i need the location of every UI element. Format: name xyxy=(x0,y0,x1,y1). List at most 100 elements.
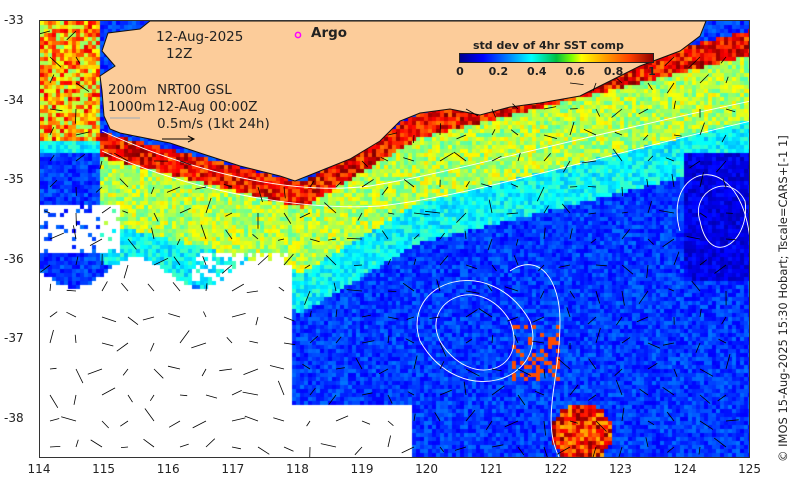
current-vector-arrow xyxy=(725,419,739,422)
contour-1000-label: 1000m xyxy=(108,99,156,115)
time-label: 12Z xyxy=(166,46,193,62)
current-vector-arrow xyxy=(543,153,552,162)
current-vector-arrow xyxy=(49,56,62,68)
current-vector-arrow xyxy=(725,76,729,84)
current-vector-arrow xyxy=(205,438,216,448)
current-vector-arrow xyxy=(223,184,233,188)
current-vector-arrow xyxy=(595,327,601,344)
current-vector-arrow xyxy=(75,256,79,266)
current-vector-arrow xyxy=(618,446,623,457)
current-vector-arrow xyxy=(354,446,363,456)
current-vector-arrow xyxy=(283,342,296,346)
current-vector-arrow xyxy=(543,227,546,240)
current-time-label: 12-Aug 00:00Z xyxy=(157,99,258,115)
current-vector-arrow xyxy=(558,264,571,268)
current-vector-arrow xyxy=(465,339,472,344)
current-vector-arrow xyxy=(725,353,731,370)
current-vector-arrow xyxy=(255,316,259,326)
current-vector-arrow xyxy=(309,335,319,344)
current-vector-arrow xyxy=(75,153,86,162)
current-vector-arrow xyxy=(673,368,678,377)
current-vector-arrow xyxy=(150,186,155,195)
current-vector-arrow xyxy=(487,238,493,251)
current-vector-arrow xyxy=(532,340,545,344)
current-vector-arrow xyxy=(49,283,52,292)
current-vector-arrow xyxy=(645,437,649,448)
current-vector-arrow xyxy=(361,314,371,318)
current-vector-arrow xyxy=(491,108,496,118)
current-vector-arrow xyxy=(49,311,58,318)
current-vector-arrow xyxy=(638,290,649,305)
current-vector-arrow xyxy=(465,108,479,117)
current-vector-arrow xyxy=(413,413,416,422)
current-vector-arrow xyxy=(439,152,454,162)
current-vector-arrow xyxy=(566,307,571,318)
current-vector-arrow xyxy=(200,224,207,240)
current-vector-arrow xyxy=(387,258,391,266)
current-vector-arrow xyxy=(283,186,286,199)
colorbar-title: std dev of 4hr SST comp xyxy=(473,39,624,52)
current-vector-arrow xyxy=(246,290,259,293)
current-vector-arrow xyxy=(387,212,395,215)
credit-text: © IMOS 15-Aug-2025 15:30 Hobart; Tscale=… xyxy=(776,135,790,462)
current-vector-arrow xyxy=(569,290,576,299)
current-vector-arrow xyxy=(66,30,77,41)
current-vector-arrow xyxy=(595,420,607,432)
current-vector-arrow xyxy=(353,264,363,266)
current-vector-arrow xyxy=(49,179,58,188)
current-vector-arrow xyxy=(119,178,129,188)
current-vector-arrow xyxy=(615,316,623,326)
current-vector-arrow xyxy=(244,415,259,422)
current-vector-arrow xyxy=(485,420,493,431)
current-vector-arrow xyxy=(225,212,233,217)
current-vector-arrow xyxy=(299,212,311,219)
current-vector-arrow xyxy=(380,156,389,162)
y-tick-label: -38 xyxy=(4,411,24,425)
current-vector-arrow xyxy=(231,390,242,396)
current-vector-arrow xyxy=(101,420,109,429)
current-vector-arrow xyxy=(205,394,218,399)
current-vector-arrow xyxy=(49,74,55,84)
scale-arrow-head xyxy=(187,135,196,143)
current-vector-arrow xyxy=(588,212,597,215)
current-vector-arrow xyxy=(517,368,531,376)
current-vector-arrow xyxy=(665,157,675,162)
current-vector-arrow xyxy=(504,420,519,428)
current-vector-arrow xyxy=(569,82,584,85)
current-vector-arrow xyxy=(512,103,519,110)
current-vector-arrow xyxy=(202,256,207,266)
current-vector-arrow xyxy=(538,264,545,272)
current-vector-arrow xyxy=(381,186,389,196)
current-vector-arrow xyxy=(149,394,155,402)
current-vector-arrow xyxy=(142,316,155,321)
colorbar-tick-label: 0.6 xyxy=(565,65,585,78)
current-vector-arrow xyxy=(242,391,259,396)
current-vector-arrow xyxy=(283,212,292,224)
current-vector-arrow xyxy=(647,155,654,162)
current-vector-arrow xyxy=(517,152,521,162)
current-vector-arrow xyxy=(320,443,337,448)
current-vector-arrow xyxy=(405,338,415,344)
current-vector-arrow xyxy=(434,412,441,422)
current-vector-arrow xyxy=(357,212,363,221)
current-vector-arrow xyxy=(456,134,467,140)
current-vector-arrow xyxy=(638,108,649,115)
current-vector-arrow xyxy=(621,264,634,275)
current-vector-arrow xyxy=(43,210,51,214)
current-vector-arrow xyxy=(153,212,159,222)
current-vector-arrow xyxy=(699,420,714,430)
current-vector-arrow xyxy=(621,290,625,306)
current-vector-arrow xyxy=(569,228,573,240)
current-vector-arrow xyxy=(621,407,625,422)
current-vector-arrow xyxy=(302,363,311,370)
current-vector-arrow xyxy=(667,446,675,453)
current-vector-arrow xyxy=(378,368,389,375)
current-vector-arrow xyxy=(277,380,285,396)
current-vector-arrow xyxy=(325,255,337,266)
current-vector-arrow xyxy=(122,368,129,376)
current-vector-arrow xyxy=(40,30,51,35)
argo-marker-icon xyxy=(294,31,302,39)
current-vector-arrow xyxy=(99,160,103,170)
colorbar-tick-label: 1 xyxy=(648,65,656,78)
current-vector-arrow xyxy=(335,367,345,370)
